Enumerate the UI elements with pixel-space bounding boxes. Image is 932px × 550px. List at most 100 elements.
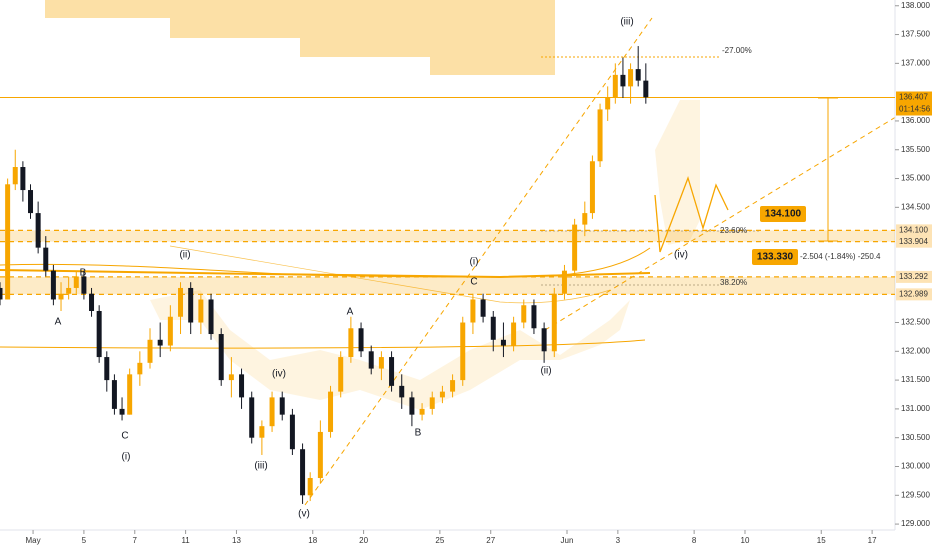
level-label: 133.292 — [899, 272, 928, 281]
zone-band — [0, 276, 895, 295]
cloud — [150, 290, 630, 410]
moving-average — [0, 339, 646, 349]
candle-body — [561, 270, 567, 294]
candle-body — [111, 380, 117, 409]
candle-body — [551, 293, 557, 352]
y-tick-label: 131.500 — [901, 375, 930, 384]
candle-body — [521, 305, 527, 323]
annotation: (iv) — [674, 250, 688, 261]
candle-body — [378, 357, 384, 369]
candle-body — [531, 305, 537, 329]
y-tick-label: 138.000 — [901, 1, 930, 10]
annotation: (iii) — [254, 461, 267, 472]
x-tick-label: 27 — [486, 536, 495, 545]
candle-body — [208, 299, 214, 335]
annotation: (iv) — [272, 369, 286, 380]
level-label: 134.100 — [899, 225, 928, 234]
candle-body — [279, 397, 285, 415]
level-label-bg — [896, 224, 932, 237]
candle-body — [96, 310, 102, 358]
candle-body — [317, 431, 323, 479]
y-tick-label: 132.000 — [901, 346, 930, 355]
candle-body — [188, 287, 194, 323]
candle-body — [28, 190, 34, 214]
y-tick-label: 129.500 — [901, 490, 930, 499]
candle-body — [137, 362, 143, 375]
candle-body — [73, 276, 79, 288]
y-tick-label: 131.000 — [901, 404, 930, 413]
annotation: 23.60% — [720, 226, 747, 235]
y-tick-label: 136.000 — [901, 116, 930, 125]
y-tick-label: 135.500 — [901, 145, 930, 154]
zone-band — [0, 230, 895, 242]
candle-body — [572, 224, 578, 271]
countdown-bg — [896, 103, 932, 116]
candle-body — [20, 167, 26, 191]
candle-body — [127, 374, 133, 415]
target-label: 134.100 — [765, 209, 802, 220]
annotation: (i) — [470, 257, 479, 268]
annotation: B — [415, 428, 422, 439]
x-tick-label: 18 — [308, 536, 317, 545]
candle-body — [500, 339, 506, 346]
x-tick-label: 17 — [868, 536, 877, 545]
candle-body — [43, 247, 49, 271]
candle-body — [0, 287, 3, 300]
trend-line — [304, 17, 653, 506]
level-label: 133.904 — [899, 237, 928, 246]
candle-body — [338, 357, 344, 392]
target-label: 133.330 — [757, 252, 794, 263]
annotation: C — [470, 277, 477, 288]
level-label-bg — [896, 91, 932, 104]
candle-body — [643, 80, 649, 98]
y-tick-label: 134.500 — [901, 202, 930, 211]
projection-path — [654, 175, 729, 253]
candle-body — [119, 408, 125, 415]
candle-body — [167, 316, 173, 346]
resistance-zone — [45, 0, 555, 75]
annotation: (iii) — [620, 17, 633, 28]
candle-body — [89, 293, 95, 311]
candle-body — [597, 109, 603, 162]
candle-body — [249, 397, 255, 438]
candle-body — [450, 380, 456, 392]
candle-body — [218, 334, 224, 381]
y-tick-label: 137.000 — [901, 58, 930, 67]
candle-body — [470, 299, 476, 323]
candle-body — [5, 184, 11, 300]
countdown: 01:14:56 — [899, 105, 931, 114]
candle-body — [269, 397, 275, 427]
x-tick-label: 3 — [616, 536, 621, 545]
annotation: (ii) — [179, 250, 190, 261]
candle-body — [328, 391, 334, 432]
candle-body — [589, 161, 595, 214]
annotation: -27.00% — [722, 46, 752, 55]
annotation: A — [347, 307, 354, 318]
x-tick-label: 25 — [435, 536, 444, 545]
x-tick-label: 20 — [359, 536, 368, 545]
y-tick-label: 135.000 — [901, 174, 930, 183]
annotation: (v) — [298, 509, 310, 520]
candle-body — [399, 385, 405, 398]
candle-body — [348, 328, 354, 358]
candle-body — [178, 287, 184, 317]
candle-body — [307, 478, 313, 496]
cloud-future — [655, 100, 700, 245]
candle-body — [157, 339, 163, 346]
candle-body — [104, 357, 110, 381]
candle-body — [300, 449, 306, 496]
candle-body — [259, 426, 265, 438]
x-tick-label: Jun — [561, 536, 574, 545]
candle-body — [490, 316, 496, 340]
candle-body — [66, 287, 72, 294]
annotation: C — [121, 431, 128, 442]
target-label-bg — [752, 249, 798, 265]
x-tick-label: 11 — [181, 536, 190, 545]
x-tick-label: 7 — [133, 536, 138, 545]
candle-body — [511, 322, 517, 346]
y-tick-label: 129.000 — [901, 519, 930, 528]
candle-body — [409, 397, 415, 415]
candle-body — [460, 322, 466, 381]
